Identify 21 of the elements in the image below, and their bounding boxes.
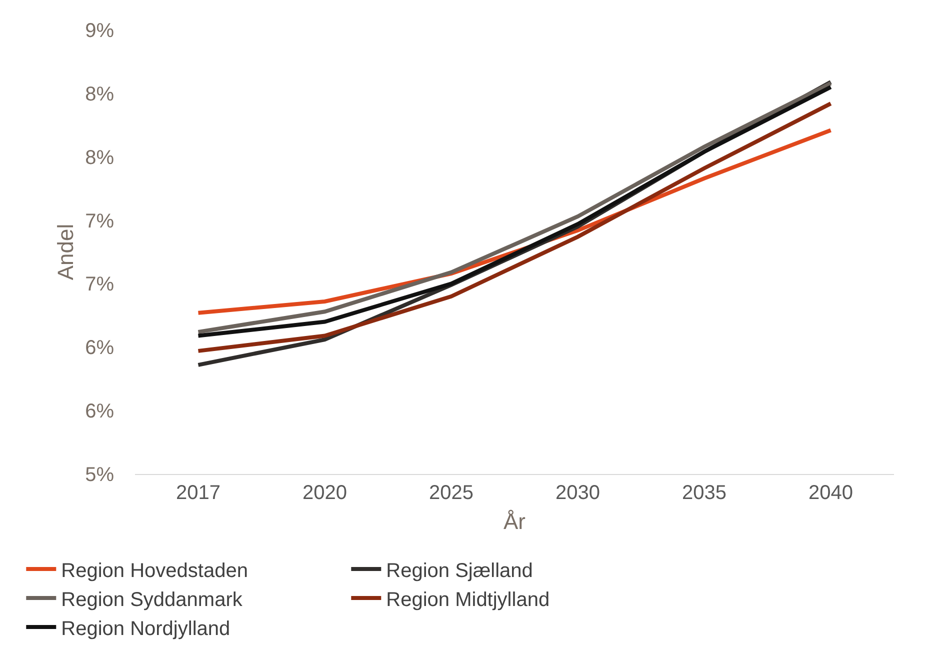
x-tick-label: 2030 (556, 482, 600, 504)
y-tick-label: 6% (85, 400, 114, 423)
y-tick-label: 6% (85, 337, 114, 360)
y-tick-label: 8% (85, 83, 114, 106)
y-tick-label: 7% (85, 210, 114, 232)
y-tick-label: 8% (85, 146, 114, 169)
legend-label: Region Sjælland (386, 560, 533, 582)
legend-label: Region Syddanmark (61, 588, 244, 611)
x-tick-label: 2020 (302, 482, 347, 504)
x-tick-label: 2035 (682, 482, 726, 504)
x-tick-label: 2025 (429, 482, 474, 504)
y-axis-title: Andel (52, 224, 78, 280)
legend-label: Region Hovedstaden (61, 560, 248, 582)
y-tick-label: 9% (85, 20, 114, 42)
y-tick-label: 7% (85, 274, 114, 296)
x-tick-label: 2017 (176, 482, 220, 504)
y-tick-label: 5% (85, 464, 114, 486)
legend-label: Region Nordjylland (61, 618, 230, 640)
x-tick-label: 2040 (808, 482, 853, 504)
x-axis-title: År (504, 508, 526, 534)
legend-label: Region Midtjylland (386, 588, 550, 611)
